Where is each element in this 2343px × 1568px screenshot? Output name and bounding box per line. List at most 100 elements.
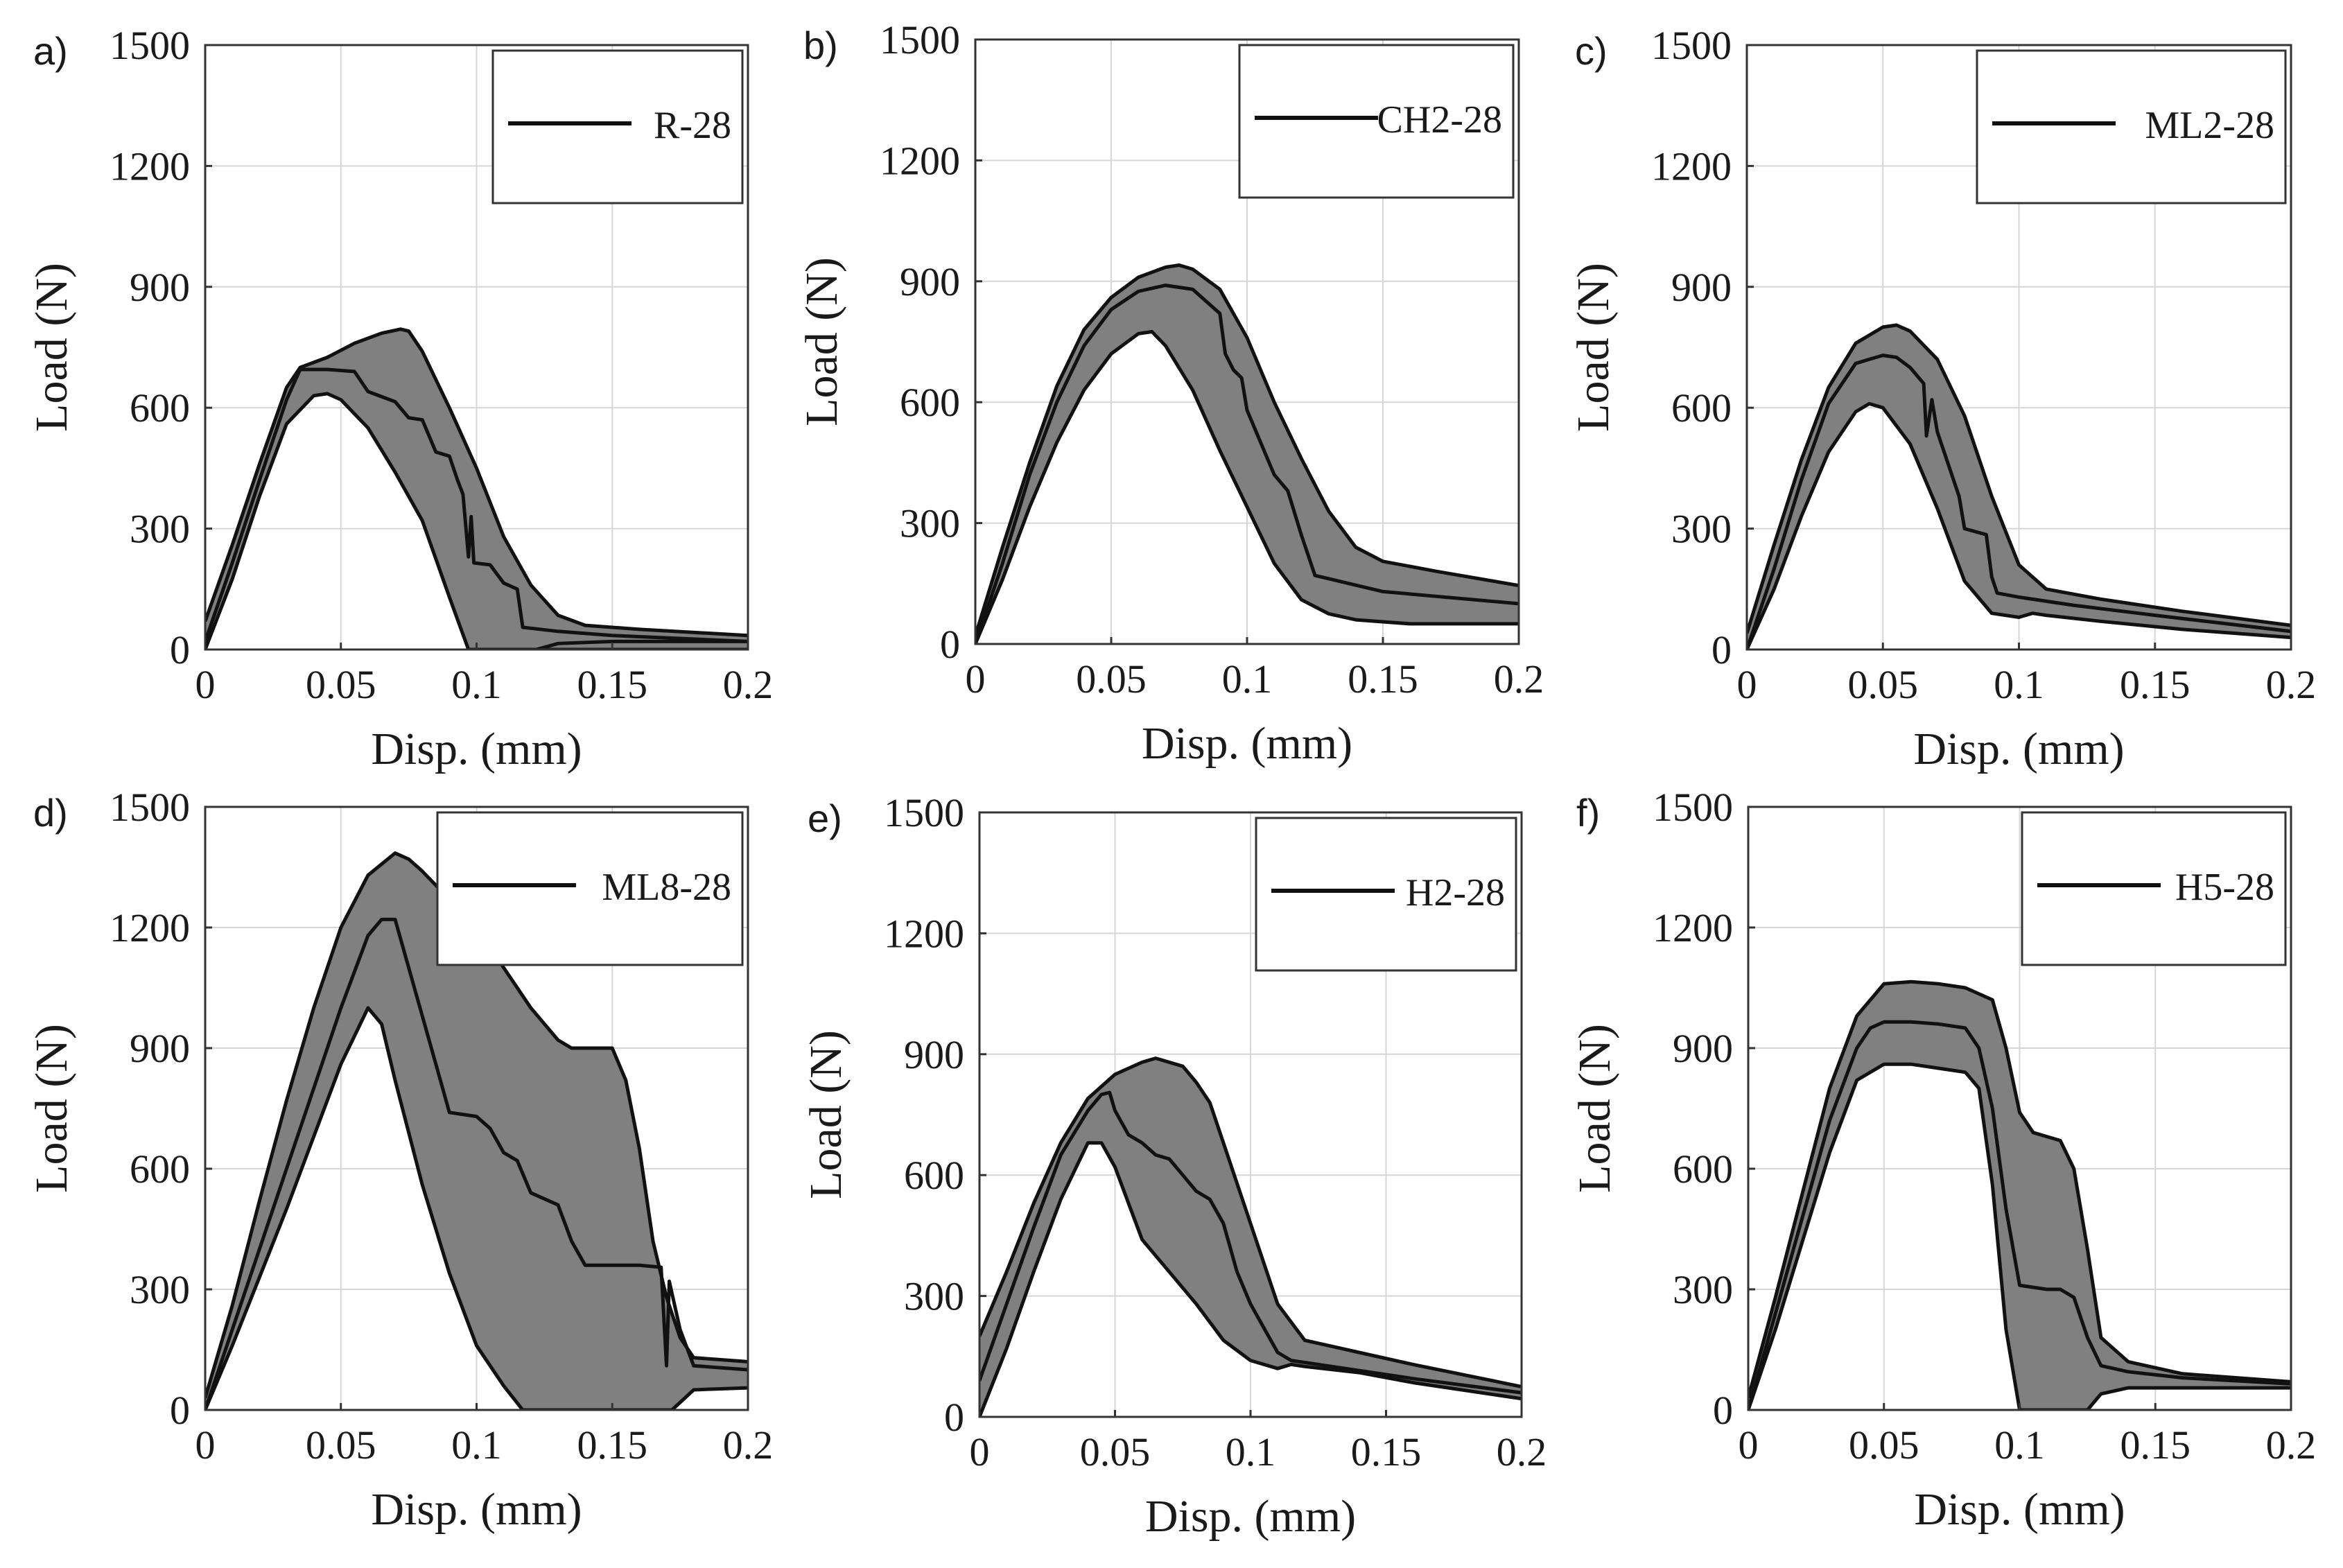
x-tick-label: 0.15 xyxy=(577,662,648,707)
legend-label: H2-28 xyxy=(1406,871,1505,914)
legend-box xyxy=(2021,811,2287,966)
y-tick-label: 900 xyxy=(1671,265,1732,310)
lower-bound-line xyxy=(979,1141,1522,1417)
legend: H5-28 xyxy=(2021,811,2287,966)
x-tick-label: 0.05 xyxy=(1080,1429,1151,1474)
legend-box xyxy=(436,811,744,966)
y-axis-label: Load (N) xyxy=(1569,1024,1620,1193)
panel-letter: b) xyxy=(803,24,838,67)
x-tick-label: 0.1 xyxy=(1994,662,2044,707)
x-tick-label: 0.1 xyxy=(451,662,502,707)
x-tick-label: 0.1 xyxy=(451,1422,502,1467)
x-tick-label: 0.2 xyxy=(723,662,774,707)
panel-letter: e) xyxy=(808,796,842,840)
x-tick-label: 0.2 xyxy=(1497,1429,1547,1474)
y-tick-label: 1200 xyxy=(1653,905,1733,950)
legend-label: R-28 xyxy=(654,104,731,147)
y-axis-label: Load (N) xyxy=(1568,263,1619,432)
y-tick-label: 1200 xyxy=(880,138,960,183)
y-tick-label: 1200 xyxy=(884,911,964,956)
x-tick-label: 0.2 xyxy=(723,1422,774,1467)
mean-line xyxy=(1748,1020,2291,1410)
mean-line xyxy=(205,917,748,1410)
mean-line xyxy=(975,284,1519,644)
mean-line xyxy=(1747,354,2291,650)
panel-letter: c) xyxy=(1575,29,1608,73)
x-tick-label: 0.1 xyxy=(1994,1422,2045,1467)
y-tick-label: 1500 xyxy=(884,790,964,835)
y-tick-label: 0 xyxy=(170,1388,190,1433)
x-axis-label: Disp. (mm) xyxy=(1145,1491,1356,1542)
panel-letter: d) xyxy=(33,791,68,835)
lower-bound-line xyxy=(975,330,1519,644)
panel-letter: a) xyxy=(33,29,68,73)
chart-panel-6: 0 0.05 0.1 0.15 0.2 0 300 600 900 1200 1500 Disp. (… xyxy=(1569,785,2316,1535)
y-tick-label: 0 xyxy=(944,1395,964,1440)
y-tick-label: 600 xyxy=(130,1147,190,1192)
legend-label: ML2-28 xyxy=(2145,104,2274,147)
legend-label: CH2-28 xyxy=(1377,98,1502,141)
chart-panel-3: 0 0.05 0.1 0.15 0.2 0 300 600 900 1200 1500 Disp. (… xyxy=(1568,23,2316,774)
x-tick-label: 0.15 xyxy=(1348,656,1418,702)
y-axis-label: Load (N) xyxy=(796,257,847,426)
legend-label: H5-28 xyxy=(2175,866,2274,909)
y-tick-label: 300 xyxy=(130,1267,190,1312)
x-tick-label: 0.2 xyxy=(2266,662,2317,707)
y-axis-label: Load (N) xyxy=(26,1024,77,1193)
y-tick-label: 1500 xyxy=(880,17,960,62)
y-tick-label: 900 xyxy=(130,1026,190,1071)
x-tick-label: 0 xyxy=(195,1422,216,1467)
legend: R-28 xyxy=(491,49,744,204)
x-tick-label: 0.1 xyxy=(1222,656,1273,702)
y-tick-label: 300 xyxy=(130,507,190,552)
y-tick-label: 0 xyxy=(1713,1388,1733,1433)
mean-line xyxy=(979,1090,1522,1395)
y-axis-label: Load (N) xyxy=(801,1030,851,1199)
x-tick-label: 0 xyxy=(1737,662,1757,707)
x-axis-label: Disp. (mm) xyxy=(371,724,582,774)
confidence-band xyxy=(979,1058,1522,1417)
y-tick-label: 900 xyxy=(1673,1026,1733,1071)
legend: ML8-28 xyxy=(436,811,744,966)
upper-bound-line xyxy=(979,1056,1522,1388)
y-tick-label: 900 xyxy=(130,265,190,310)
y-tick-label: 0 xyxy=(1711,627,1732,672)
x-tick-label: 0 xyxy=(1739,1422,1759,1467)
x-tick-label: 0.15 xyxy=(577,1422,648,1467)
y-tick-label: 900 xyxy=(904,1032,964,1077)
legend-box xyxy=(1238,44,1515,199)
x-tick-label: 0.2 xyxy=(1494,656,1544,702)
y-tick-label: 600 xyxy=(900,380,960,425)
chart-panel-1: 0 0.05 0.1 0.15 0.2 0 300 600 900 1200 1500 Disp. (… xyxy=(26,23,773,774)
legend-box xyxy=(1255,817,1517,972)
confidence-band xyxy=(205,329,748,650)
y-tick-label: 600 xyxy=(1671,385,1732,430)
legend-box xyxy=(491,49,744,204)
legend: ML2-28 xyxy=(1976,49,2287,204)
y-tick-label: 1500 xyxy=(1653,785,1733,830)
chart-panel-4: 0 0.05 0.1 0.15 0.2 0 300 600 900 1200 1500 Disp. (… xyxy=(26,785,773,1535)
upper-bound-line xyxy=(975,263,1519,637)
x-tick-label: 0.05 xyxy=(1076,656,1147,702)
panel-letter: f) xyxy=(1576,791,1600,835)
legend: H2-28 xyxy=(1255,817,1517,972)
y-tick-label: 900 xyxy=(900,259,960,304)
legend-label: ML8-28 xyxy=(602,866,731,909)
lower-bound-line xyxy=(1748,1062,2291,1410)
y-tick-label: 1500 xyxy=(110,23,190,68)
confidence-band xyxy=(975,265,1519,644)
x-axis-label: Disp. (mm) xyxy=(371,1484,582,1535)
upper-bound-line xyxy=(205,327,748,638)
y-tick-label: 1500 xyxy=(1651,23,1732,68)
x-tick-label: 0.05 xyxy=(306,662,376,707)
x-tick-label: 0.2 xyxy=(2266,1422,2317,1467)
x-tick-label: 0 xyxy=(195,662,216,707)
y-tick-label: 0 xyxy=(940,622,960,667)
x-tick-label: 0 xyxy=(970,1429,990,1474)
y-tick-label: 600 xyxy=(904,1153,964,1198)
x-tick-label: 0.1 xyxy=(1226,1429,1276,1474)
upper-bound-line xyxy=(1747,323,2291,634)
mean-line xyxy=(205,367,748,643)
y-tick-label: 600 xyxy=(1673,1147,1733,1192)
